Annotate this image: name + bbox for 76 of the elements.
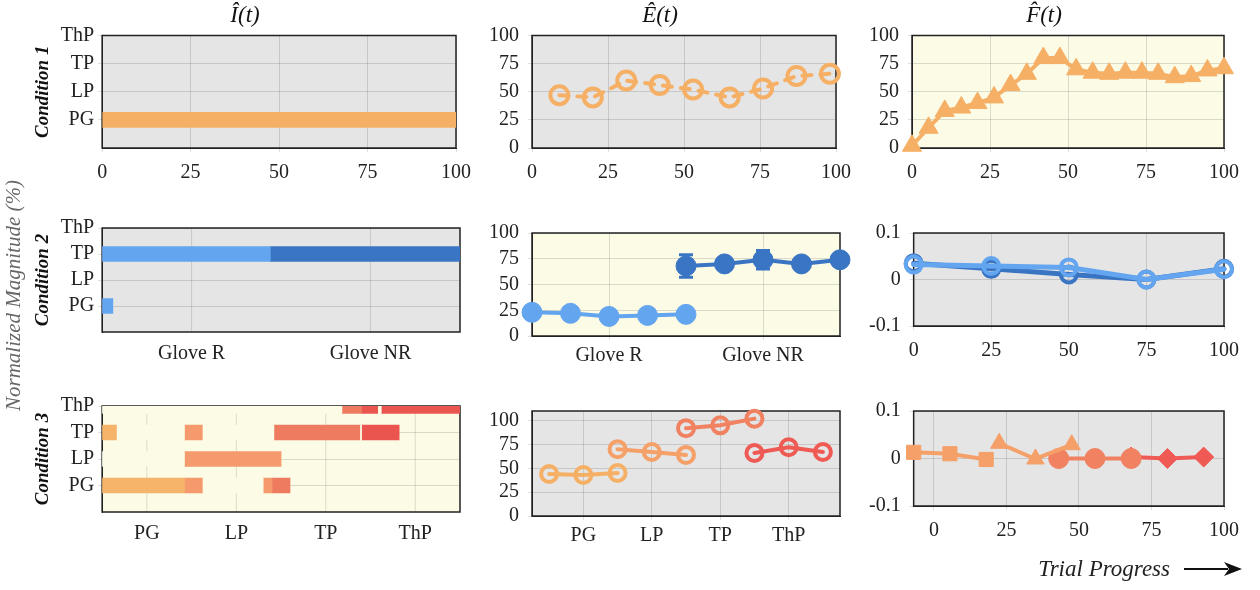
- x-tick-label: 100: [441, 160, 471, 183]
- x-tick-label: TP: [708, 523, 732, 546]
- y-axis-title: Condition 3: [31, 412, 53, 506]
- x-tick-label: 75: [750, 160, 770, 183]
- y-tick-label: ThP: [60, 22, 95, 45]
- chart-title: Î(t): [229, 1, 260, 27]
- x-tick-label: ThP: [771, 523, 806, 546]
- y-tick-label: -0.1: [868, 493, 901, 516]
- x-tick-label: 100: [1209, 518, 1239, 541]
- chart-title: F̂(t): [1025, 1, 1062, 27]
- y-tick-label: TP: [70, 419, 95, 442]
- y-tick-label: 75: [879, 50, 899, 73]
- x-tick-label: 0: [527, 160, 537, 183]
- y-tick-label: 50: [499, 455, 519, 478]
- y-tick-label: PG: [68, 472, 95, 495]
- y-tick-label: TP: [70, 241, 95, 264]
- x-tick-label: 50: [1068, 518, 1089, 541]
- y-tick-label: 25: [499, 297, 519, 320]
- y-tick-label: 0: [890, 266, 901, 289]
- y-tick-label: PG: [68, 293, 95, 316]
- y-tick-label: 75: [499, 431, 519, 454]
- y-tick-label: LP: [70, 446, 95, 469]
- x-tick-label: 100: [821, 160, 851, 183]
- y-tick-label: 75: [499, 246, 519, 268]
- text: Trial Progress: [1038, 556, 1170, 582]
- y-tick-label: LP: [70, 79, 95, 102]
- x-tick-label: 50: [269, 160, 290, 183]
- x-tick-label: 25: [996, 518, 1017, 541]
- y-tick-label: 0: [509, 503, 519, 526]
- x-tick-label: 25: [981, 338, 1002, 361]
- y-tick-label: 0: [889, 135, 899, 158]
- y-tick-label: 0: [890, 445, 901, 468]
- x-tick-label: Glove NR: [722, 343, 805, 366]
- x-tick-label: 75: [1141, 518, 1162, 541]
- chart-title: Ê(t): [641, 1, 678, 27]
- y-tick-label: 0: [509, 323, 519, 346]
- y-tick-label: 25: [499, 479, 519, 502]
- x-tick-label: 25: [180, 160, 201, 183]
- y-tick-label: 25: [499, 107, 519, 130]
- y-tick-label: 0.1: [875, 398, 901, 421]
- y-tick-label: 50: [499, 79, 519, 102]
- y-tick-label: 100: [489, 407, 519, 430]
- x-tick-label: Glove R: [575, 343, 644, 366]
- x-tick-label: 100: [1209, 338, 1239, 361]
- y-axis-title: Condition 2: [31, 233, 53, 327]
- y-tick-label: 0: [509, 135, 519, 158]
- y-tick-label: PG: [68, 107, 95, 130]
- y-tick-label: TP: [70, 50, 95, 73]
- y-axis-title: Condition 1: [31, 45, 53, 138]
- y-tick-label: 100: [489, 22, 519, 45]
- x-tick-label: 50: [674, 160, 694, 183]
- x-tick-label: 100: [1209, 160, 1239, 183]
- y-tick-label: 75: [499, 50, 519, 73]
- y-tick-label: 100: [869, 22, 899, 45]
- x-tick-label: 0: [907, 160, 917, 183]
- y-tick-label: 25: [879, 107, 899, 130]
- x-tick-label: 75: [357, 160, 378, 183]
- y-tick-label: LP: [70, 267, 95, 290]
- y-tick-label: 50: [499, 271, 519, 294]
- x-tick-label: 50: [1058, 338, 1079, 361]
- y-tick-label: 50: [879, 79, 899, 102]
- x-tick-label: 0: [908, 338, 919, 361]
- x-tick-label: LP: [640, 523, 664, 546]
- x-tick-label: 75: [1136, 160, 1156, 183]
- x-tick-label: 25: [980, 160, 1000, 183]
- y-tick-label: 100: [489, 220, 519, 243]
- y-tick-label: ThP: [60, 215, 95, 238]
- y-tick-label: -0.1: [868, 313, 901, 336]
- x-tick-label: 50: [1058, 160, 1078, 183]
- y-tick-label: 0.1: [875, 220, 901, 243]
- x-tick-label: 0: [928, 518, 939, 541]
- x-tick-label: PG: [570, 523, 597, 546]
- x-tick-label: 75: [1136, 338, 1157, 361]
- x-tick-label: 25: [598, 160, 618, 183]
- y-tick-label: ThP: [60, 393, 95, 416]
- text: Normalized Magnitude (%): [0, 179, 26, 411]
